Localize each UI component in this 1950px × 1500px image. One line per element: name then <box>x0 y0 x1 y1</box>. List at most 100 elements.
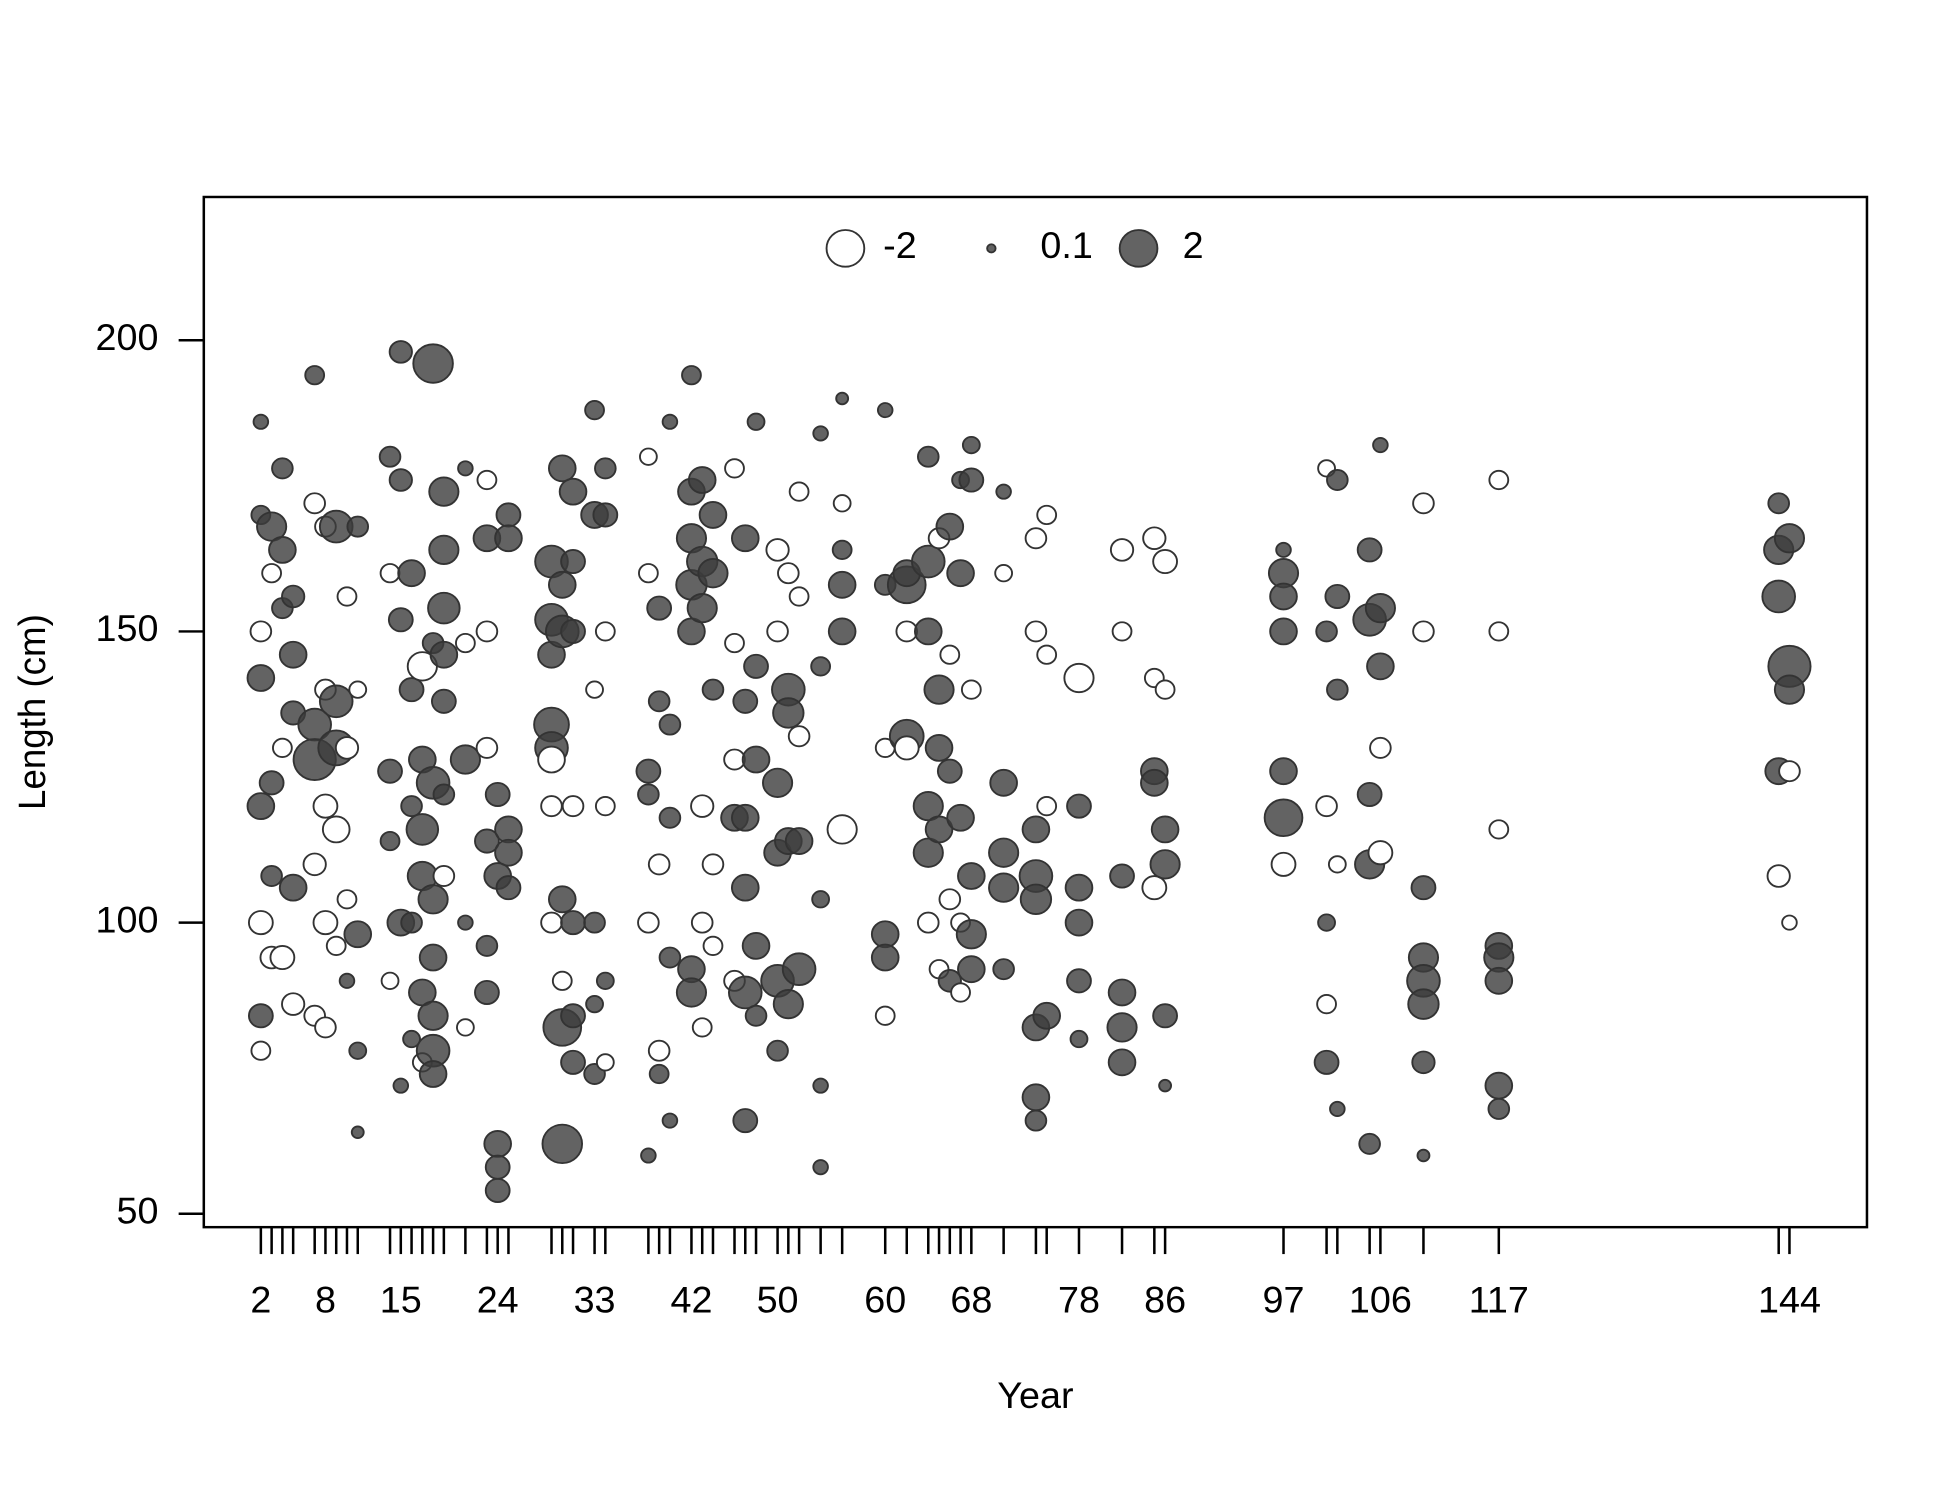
plot-frame <box>202 195 1869 1229</box>
bubble <box>325 935 347 956</box>
bubble <box>455 632 476 654</box>
bubble <box>595 1053 615 1072</box>
x-tick-label: 144 <box>1758 1279 1821 1320</box>
bubble <box>1063 662 1095 694</box>
bubble <box>417 1000 449 1031</box>
bubble <box>246 664 276 692</box>
bubble <box>338 972 356 989</box>
bubble <box>1326 678 1349 701</box>
bubble <box>777 562 800 585</box>
bubble <box>312 793 339 819</box>
bubble <box>811 890 831 909</box>
bubble <box>766 1039 789 1062</box>
bubble <box>547 454 577 483</box>
bubble <box>1024 527 1048 550</box>
bubble <box>261 563 283 584</box>
bubble <box>727 975 763 1010</box>
bubble <box>658 946 682 969</box>
bubble <box>400 911 423 934</box>
bubble <box>635 758 662 784</box>
bubble <box>475 620 499 643</box>
bubble <box>1021 815 1051 844</box>
bubble <box>594 796 616 817</box>
bubble <box>910 544 946 579</box>
bubble <box>537 745 566 774</box>
bubble <box>379 563 401 584</box>
bubble <box>1327 855 1347 874</box>
bubble <box>1066 968 1092 994</box>
bubble <box>1761 579 1796 614</box>
bubble <box>350 1125 365 1139</box>
bubble <box>916 445 940 468</box>
bubble <box>1036 504 1058 526</box>
x-tick-label: 50 <box>757 1279 799 1320</box>
bubble <box>772 697 805 729</box>
bubble <box>1154 679 1176 700</box>
bubble <box>1107 1048 1137 1077</box>
bubble <box>475 934 499 957</box>
bubble <box>812 1159 829 1176</box>
bubble <box>1407 988 1440 1020</box>
legend-symbol <box>825 229 866 268</box>
bubble <box>702 935 724 956</box>
legend-label: 0.1 <box>1040 225 1092 266</box>
bubble <box>272 737 293 758</box>
bubble <box>1356 537 1383 563</box>
bubble <box>1372 437 1389 454</box>
bubble <box>1326 469 1349 491</box>
x-axis-title: Year <box>997 1375 1073 1416</box>
bubble <box>681 365 702 386</box>
bubble <box>547 570 577 599</box>
bubble <box>1315 795 1338 818</box>
bubble <box>400 795 423 818</box>
bubble <box>432 865 456 887</box>
bubble <box>584 400 605 421</box>
bubble <box>732 1108 759 1134</box>
bubble <box>1141 875 1168 901</box>
bubble <box>640 1147 657 1164</box>
bubble <box>418 1060 448 1088</box>
bubble <box>250 1040 272 1061</box>
bubble <box>646 595 673 621</box>
bubble <box>260 865 283 887</box>
bubble <box>1411 1050 1436 1075</box>
bubble <box>560 910 586 936</box>
bubble <box>647 1039 671 1062</box>
legend-symbol <box>986 243 997 254</box>
bubble <box>1366 652 1395 681</box>
x-tick-label: 24 <box>477 1279 519 1320</box>
bubble <box>961 435 981 455</box>
bubble <box>418 943 448 972</box>
bubble <box>946 559 975 588</box>
bubble <box>1412 620 1435 643</box>
bubble <box>429 640 459 669</box>
bubble <box>661 1112 679 1129</box>
bubble <box>648 1063 670 1085</box>
bubble <box>1150 815 1180 844</box>
bubble <box>551 970 573 991</box>
bubble <box>585 994 604 1014</box>
bubble <box>336 586 358 607</box>
bubble <box>412 343 454 384</box>
bubble <box>343 920 373 949</box>
bubble <box>474 828 500 854</box>
bubble <box>560 1049 586 1075</box>
bubble <box>428 534 460 566</box>
bubble <box>827 570 857 599</box>
x-tick-label: 42 <box>670 1279 712 1320</box>
bubble <box>827 617 857 646</box>
bubble <box>456 1018 475 1037</box>
bubble <box>1142 526 1167 551</box>
bubble <box>826 814 858 845</box>
bubble <box>1064 873 1094 902</box>
bubble <box>1313 1049 1340 1075</box>
bubble <box>318 684 354 719</box>
bubble <box>392 1077 410 1094</box>
bubble <box>1367 840 1394 866</box>
bubble <box>924 733 954 762</box>
bubble <box>788 586 810 607</box>
bubble <box>379 830 401 852</box>
bubble <box>946 803 975 832</box>
bubble <box>281 992 306 1016</box>
bubble <box>246 792 276 821</box>
